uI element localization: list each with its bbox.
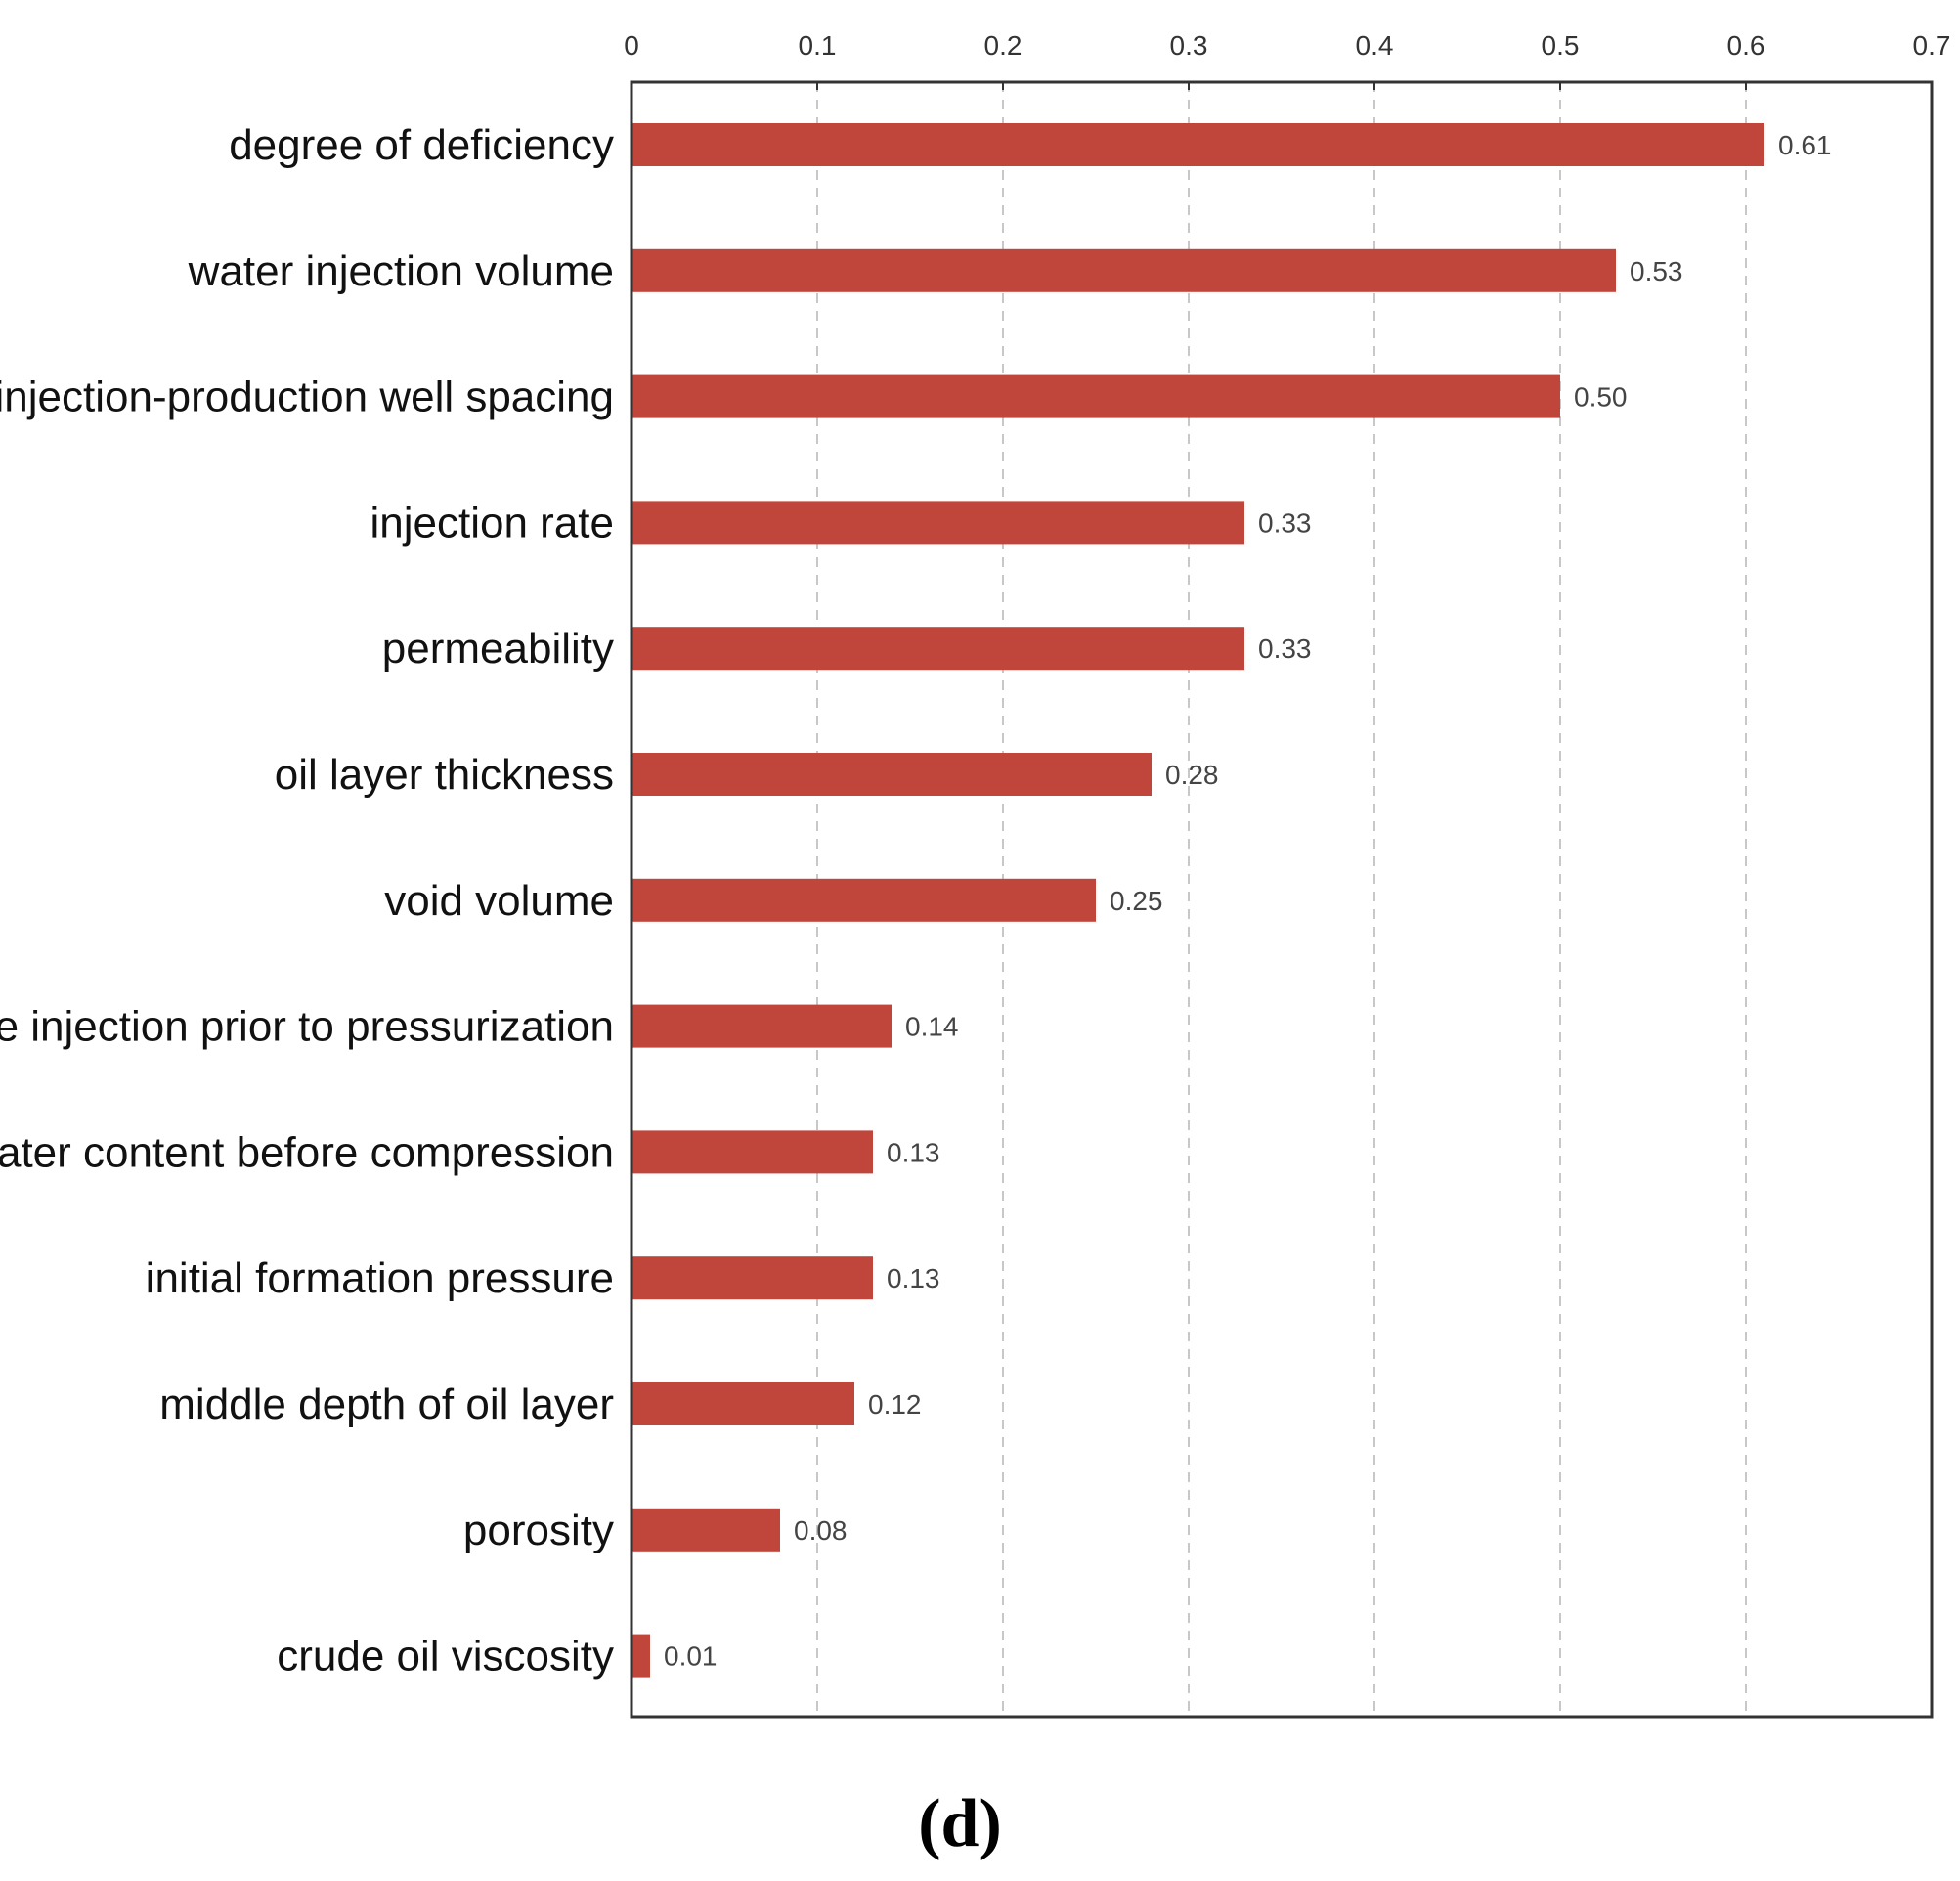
data-label: 0.25	[1110, 886, 1163, 916]
data-label: 0.08	[794, 1515, 848, 1546]
panel-label: (d)	[918, 1786, 1002, 1861]
x-tick-label: 0	[624, 30, 639, 61]
data-label: 0.13	[887, 1263, 940, 1293]
bar	[632, 123, 1764, 166]
bar	[632, 1004, 892, 1048]
category-label: porosity	[463, 1507, 614, 1554]
x-tick-label: 0.3	[1170, 30, 1208, 61]
bar	[632, 878, 1096, 922]
bar	[632, 1256, 873, 1300]
data-label: 0.33	[1258, 634, 1312, 664]
category-label: void volume	[384, 877, 614, 925]
category-label: injection rate	[370, 499, 614, 547]
bar	[632, 627, 1244, 671]
data-label: 0.61	[1778, 130, 1832, 160]
category-label: oil layer thickness	[275, 751, 614, 799]
bar	[632, 753, 1152, 796]
data-label: 0.01	[664, 1641, 718, 1672]
bar	[632, 1508, 780, 1552]
category-label: water content before compression	[0, 1128, 614, 1176]
bar	[632, 1382, 854, 1425]
data-label: 0.14	[905, 1012, 959, 1042]
bars	[632, 123, 1764, 1678]
category-labels: degree of deficiency water injection volu…	[0, 121, 614, 1681]
plot-frame	[630, 80, 1934, 1719]
grid-lines	[816, 82, 1747, 1717]
bar	[632, 1634, 650, 1678]
data-label: 0.28	[1165, 760, 1219, 790]
data-label: 0.12	[868, 1389, 922, 1420]
data-label: 0.33	[1258, 507, 1312, 538]
x-axis-ticks: 0 0.1 0.2 0.3 0.4 0.5 0.6 0.7	[624, 30, 1950, 90]
category-label: injection-production well spacing	[0, 373, 614, 421]
x-tick-label: 0.2	[984, 30, 1023, 61]
x-tick-label: 0.5	[1542, 30, 1580, 61]
data-label: 0.53	[1630, 256, 1683, 286]
bar	[632, 1130, 873, 1174]
x-tick-label: 0.4	[1356, 30, 1394, 61]
category-label: cumulative injection prior to pressuriza…	[0, 1003, 614, 1051]
category-label: water injection volume	[188, 247, 614, 295]
category-label: initial formation pressure	[146, 1254, 614, 1302]
category-label: middle depth of oil layer	[159, 1380, 614, 1428]
x-tick-label: 0.6	[1727, 30, 1765, 61]
bar	[632, 248, 1616, 292]
data-label: 0.50	[1574, 382, 1628, 413]
x-tick-label: 0.1	[799, 30, 837, 61]
category-label: permeability	[382, 625, 614, 673]
bar	[632, 374, 1560, 418]
value-labels: 0.61 0.53 0.50 0.33 0.33 0.28 0.25 0.14 0.13 0.13…	[664, 130, 1832, 1672]
category-label: crude oil viscosity	[277, 1633, 614, 1681]
category-label: degree of deficiency	[229, 121, 614, 169]
x-tick-label: 0.7	[1913, 30, 1951, 61]
data-label: 0.13	[887, 1137, 940, 1167]
bar	[632, 501, 1244, 545]
